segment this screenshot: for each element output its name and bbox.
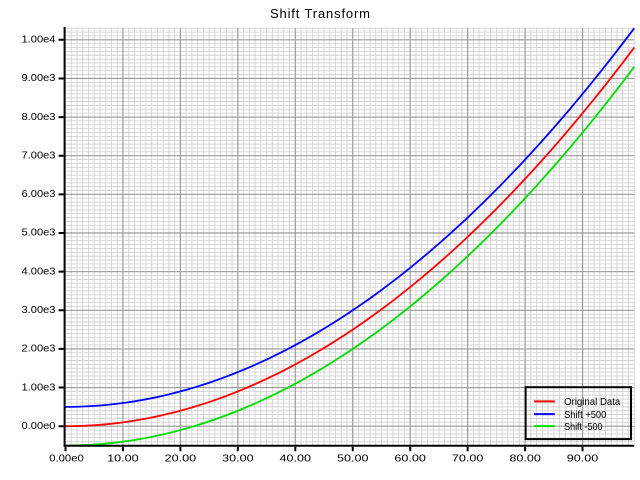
svg-text:50.00: 50.00 <box>337 452 369 464</box>
svg-text:0.00e0: 0.00e0 <box>22 420 56 432</box>
svg-text:10.00: 10.00 <box>107 452 139 464</box>
svg-text:70.00: 70.00 <box>452 452 484 464</box>
svg-text:0.00e0: 0.00e0 <box>49 452 84 464</box>
svg-text:9.00e3: 9.00e3 <box>22 72 56 84</box>
svg-text:2.00e3: 2.00e3 <box>22 343 56 355</box>
svg-text:60.00: 60.00 <box>394 452 426 464</box>
svg-text:Shift Transform: Shift Transform <box>270 6 370 21</box>
svg-text:6.00e3: 6.00e3 <box>22 188 56 200</box>
svg-text:Original Data: Original Data <box>564 396 620 408</box>
svg-text:30.00: 30.00 <box>222 452 254 464</box>
svg-text:5.00e3: 5.00e3 <box>22 227 56 239</box>
svg-text:8.00e3: 8.00e3 <box>22 111 56 123</box>
svg-text:20.00: 20.00 <box>165 452 197 464</box>
svg-text:40.00: 40.00 <box>280 452 312 464</box>
svg-text:1.00e3: 1.00e3 <box>22 381 56 393</box>
svg-text:1.00e4: 1.00e4 <box>22 34 56 46</box>
svg-text:90.00: 90.00 <box>567 452 599 464</box>
svg-text:7.00e3: 7.00e3 <box>22 149 56 161</box>
svg-text:80.00: 80.00 <box>509 452 541 464</box>
svg-text:3.00e3: 3.00e3 <box>22 304 56 316</box>
svg-text:Shift +500: Shift +500 <box>564 409 606 421</box>
svg-text:Shift -500: Shift -500 <box>564 421 603 433</box>
svg-text:4.00e3: 4.00e3 <box>22 265 56 277</box>
